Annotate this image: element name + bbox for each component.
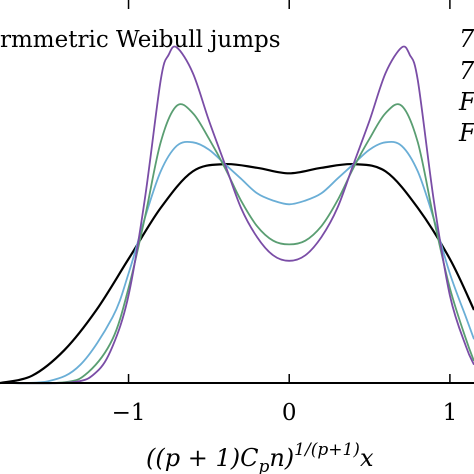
legend-entry-2: 7 xyxy=(459,57,474,85)
x-axis-label-tail: n) xyxy=(269,444,294,472)
legend: 7 7 F F xyxy=(458,25,474,147)
series-line-4 xyxy=(0,45,474,385)
legend-entry-4: F xyxy=(458,119,474,147)
x-ticks: −1 0 1 xyxy=(112,0,458,426)
series-layer xyxy=(0,45,474,385)
x-axis-label: ((p + 1)Cpn)1/(p+1)x xyxy=(146,440,374,474)
series-line-1 xyxy=(0,162,474,385)
x-axis-label-sup: 1/(p+1) xyxy=(294,440,360,460)
legend-entry-1: 7 xyxy=(459,25,474,53)
x-axis-label-sub: p xyxy=(258,457,269,474)
chart-title: rmmetric Weibull jumps xyxy=(0,27,281,53)
x-tick-label: 0 xyxy=(282,400,297,426)
x-tick-label: −1 xyxy=(112,400,146,426)
series-line-2 xyxy=(0,140,474,385)
x-tick-label: 1 xyxy=(443,400,458,426)
x-axis-label-var: x xyxy=(360,444,374,472)
x-axis-label-main: ((p + 1)C xyxy=(146,444,258,472)
legend-entry-3: F xyxy=(458,88,474,116)
